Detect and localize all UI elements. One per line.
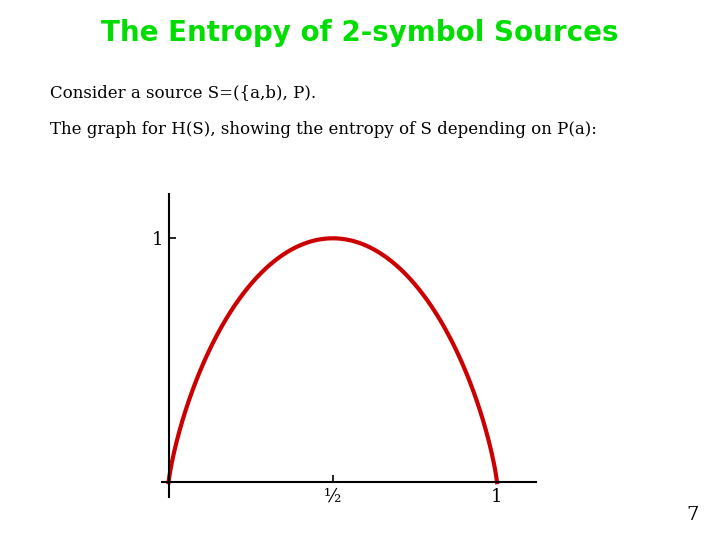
Text: The graph for H(S), showing the entropy of S depending on P(a):: The graph for H(S), showing the entropy … [50, 122, 598, 138]
Text: Consider a source S=({a,b), P).: Consider a source S=({a,b), P). [50, 84, 317, 100]
Text: 7: 7 [686, 506, 698, 524]
Text: The Entropy of 2-symbol Sources: The Entropy of 2-symbol Sources [102, 19, 618, 47]
